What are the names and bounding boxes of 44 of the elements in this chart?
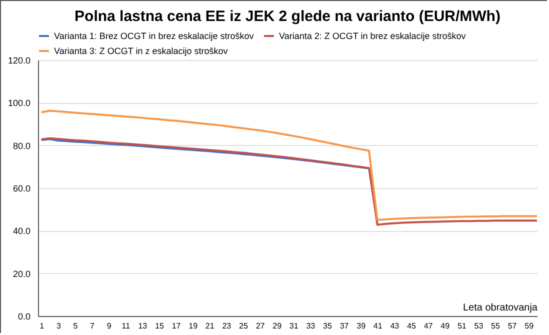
- x-tick-label: 7: [90, 322, 96, 330]
- x-tick-label: 39: [356, 322, 366, 330]
- x-tick-label: 59: [524, 322, 534, 330]
- x-tick-label: 49: [440, 322, 450, 330]
- legend-label: Varianta 2: Z OCGT in brez eskalacije stroškov: [279, 31, 466, 41]
- legend-label: Varianta 3: Z OCGT in z eskalacijo stroškov: [54, 46, 228, 56]
- x-tick-label: 9: [106, 322, 112, 330]
- x-tick-label: 37: [340, 322, 350, 330]
- y-tick-label: 40.0: [12, 226, 30, 236]
- x-tick-label: 55: [491, 322, 500, 330]
- y-tick-label: 0.0: [18, 312, 30, 322]
- legend-label: Varianta 1: Brez OCGT in brez eskalacije stroškov: [54, 31, 254, 41]
- chart-title: Polna lastna cena EE iz JEK 2 glede na varianto (EUR/MWh): [74, 8, 500, 25]
- y-tick-label: 60.0: [12, 184, 30, 194]
- x-tick-label: 15: [155, 322, 164, 330]
- x-tick-label: 27: [256, 322, 266, 330]
- x-tick-label: 21: [205, 322, 215, 330]
- x-tick-label: 19: [188, 322, 198, 330]
- x-tick-label: 45: [407, 322, 416, 330]
- y-tick-label: 20.0: [12, 268, 30, 279]
- x-tick-label: 13: [138, 322, 148, 330]
- x-axis-title: Leta obratovanja: [462, 302, 538, 314]
- x-tick-label: 43: [390, 322, 400, 330]
- x-tick-label: 25: [239, 322, 248, 330]
- x-tick-label: 17: [172, 322, 182, 330]
- x-tick-label: 35: [323, 322, 332, 330]
- x-tick-label: 47: [424, 322, 434, 330]
- x-tick-label: 1: [40, 322, 45, 330]
- y-tick-label: 80.0: [12, 140, 30, 151]
- line-series: [40, 110, 538, 221]
- x-tick-label: 11: [122, 322, 131, 330]
- y-tick-label: 120.0: [8, 56, 30, 66]
- x-tick-label: 5: [73, 322, 78, 330]
- x-tick-label: 51: [457, 322, 467, 330]
- x-tick-label: 23: [222, 322, 232, 330]
- x-tick-label: 53: [474, 322, 484, 330]
- y-tick-label: 100.0: [8, 98, 30, 108]
- x-tick-label: 33: [306, 322, 316, 330]
- x-tick-label: 41: [373, 322, 383, 330]
- x-tick-label: 3: [56, 322, 62, 330]
- x-tick-label: 57: [508, 322, 518, 330]
- line-series: [40, 137, 538, 226]
- x-tick-label: 29: [272, 322, 282, 330]
- x-tick-label: 31: [289, 322, 299, 330]
